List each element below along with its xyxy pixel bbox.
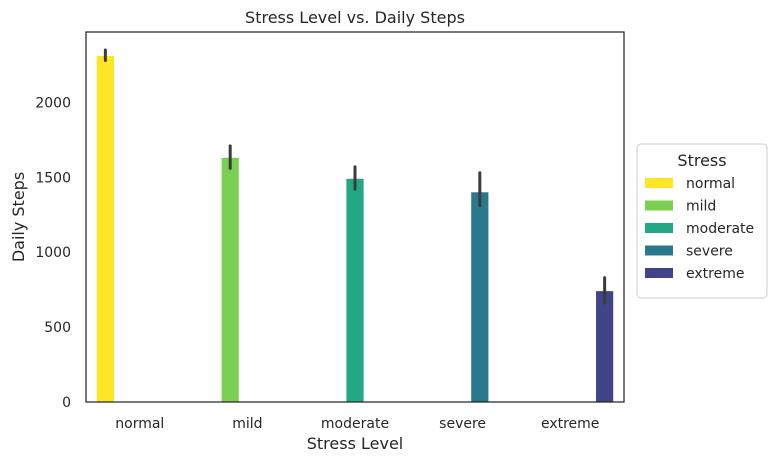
legend-label-severe: severe xyxy=(686,244,733,260)
x-tick-label: moderate xyxy=(321,416,389,432)
x-tick-label: severe xyxy=(439,416,486,432)
legend-label-moderate: moderate xyxy=(686,221,754,237)
x-tick-label: normal xyxy=(115,416,164,432)
y-tick-label: 1000 xyxy=(35,245,71,261)
legend-label-mild: mild xyxy=(686,199,716,215)
legend-swatch-severe xyxy=(645,245,673,256)
legend-swatch-moderate xyxy=(645,223,673,233)
chart-title: Stress Level vs. Daily Steps xyxy=(245,8,465,27)
plot-area: 0 500 1000 1500 2000 normal mild moderate severe… xyxy=(35,31,625,432)
bar-severe xyxy=(471,192,489,402)
legend-title: Stress xyxy=(677,151,726,170)
y-tick-label: 1500 xyxy=(35,170,71,186)
y-tick-label: 2000 xyxy=(35,95,71,111)
x-axis-title: Stress Level xyxy=(307,434,404,453)
legend-swatch-mild xyxy=(645,200,673,211)
legend: Stress normal mild moderate severe extreme xyxy=(636,143,768,299)
y-tick-label: 500 xyxy=(44,320,71,336)
y-tick-label: 0 xyxy=(62,395,71,411)
legend-label-normal: normal xyxy=(686,176,735,192)
x-tick-label: extreme xyxy=(541,416,599,432)
legend-label-extreme: extreme xyxy=(686,266,744,282)
bar-normal xyxy=(96,55,114,402)
legend-swatch-extreme xyxy=(645,268,673,278)
bar-mild xyxy=(221,157,239,402)
bar-moderate xyxy=(346,178,364,402)
legend-swatch-normal xyxy=(645,178,673,188)
bar-extreme xyxy=(596,291,614,402)
x-tick-label: mild xyxy=(232,416,262,432)
plot-frame xyxy=(85,31,625,403)
y-axis-title: Daily Steps xyxy=(9,172,28,262)
